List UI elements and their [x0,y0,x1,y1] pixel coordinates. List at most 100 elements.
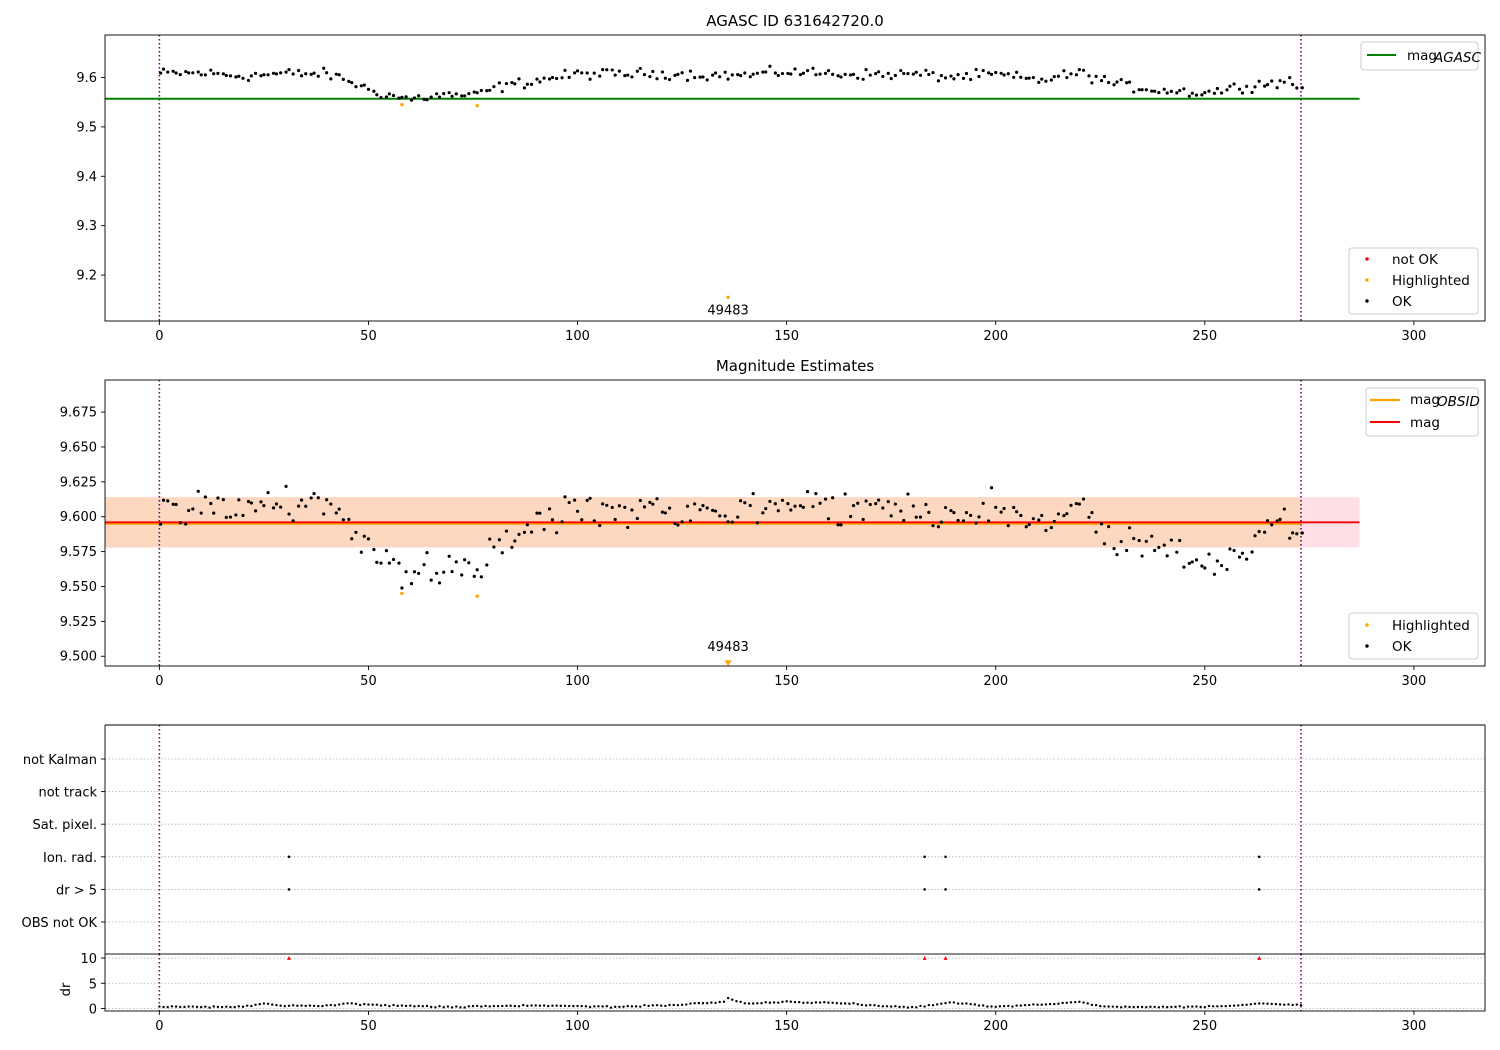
panel1-ok-point [1257,79,1261,83]
dr-panel: 0 5 10 dr 0 50 100 150 200 250 300 [59,952,1486,1034]
flag-row-label: OBS not OK [22,916,98,931]
panel2-ok-point [1107,524,1111,529]
panel1-ok-point [337,73,341,77]
panel4-xtick-label: 150 [774,1019,799,1034]
dr-point [1220,1004,1223,1008]
panel1-ok-point [299,74,304,78]
panel2-ok-point [655,497,659,501]
panel1-ok-point [525,82,529,86]
panel1-ok-point [874,72,878,76]
dr-point [793,1000,797,1004]
panel1-ok-point [1044,79,1048,83]
panel1-ok-point [826,68,831,73]
panel2-ok-point [412,570,417,574]
panel1-ok-point [1102,74,1107,79]
dr-point [446,1005,450,1008]
panel1-ok-point [981,68,985,73]
panel1-ok-point [1077,67,1081,72]
dr-point [1078,1000,1081,1004]
panel1-ok-point [178,73,182,77]
panel2-xtick-label: 0 [155,674,163,689]
panel1-ok-point [761,70,765,74]
panel2-ok-point [648,500,652,505]
dr-point [576,1004,579,1008]
panel2-ok-point [184,522,188,526]
panel1-ok-point [592,71,596,75]
flag-point [923,855,926,859]
dr-point [509,1004,512,1007]
panel1-ok-point [943,76,948,80]
panel1-ok-point [1069,72,1073,76]
dr-point [459,1006,462,1009]
panel1-ok-point [1245,84,1249,88]
panel1-ok-point [936,79,941,83]
dr-point [1178,1005,1181,1008]
dr-point [1040,1003,1043,1006]
dr-point [584,1005,588,1008]
dr-point [492,1004,496,1008]
dr-point [166,1005,169,1009]
panel2-ok-point [805,490,810,494]
panel2-ok-point [918,515,923,519]
dr-point [639,1005,642,1008]
dr-point [1048,1002,1052,1006]
panel2-xtick-label: 300 [1401,674,1426,689]
panel1-ok-point [575,69,580,73]
panel2-ok-point [1153,548,1157,553]
panel1-ok-point [542,76,546,80]
panel2-legend-mag-obsid-subscript: OBSID [1437,394,1480,410]
panel2-ok-point [517,532,521,536]
dr-point [1237,1004,1240,1007]
panel2-ok-point [409,582,414,586]
panel1-ok-point [1119,77,1123,82]
dr-point [722,1000,726,1003]
panel1-ok-point [1300,86,1304,90]
dr-clipped-marker [287,956,291,960]
panel1-ok-point [209,68,213,72]
panel1-ok-point [435,92,439,96]
panel1-ok-point [711,73,715,77]
panel1-ok-point [454,92,458,96]
dr-point [1153,1005,1156,1009]
panel2-ok-point [864,499,868,503]
dr-point [434,1006,437,1009]
panel1-ok-point [1144,88,1148,92]
panel2-ok-point [1065,512,1069,516]
panel1-ok-point [1074,73,1079,77]
dr-point [287,1004,291,1007]
panel2-ok-point [927,510,931,514]
dr-point [388,1004,391,1008]
panel1-ok-point [999,71,1003,75]
dr-point [902,1005,905,1009]
panel1-ok-point [705,78,709,82]
dr-point [768,1001,772,1004]
panel1-ytick-label: 9.4 [76,170,97,185]
panel2-ok-point [1165,554,1169,558]
dr-point [593,1005,596,1008]
panel2-ok-point [789,508,793,512]
panel1-ok-point [174,71,178,75]
dr-point [229,1005,232,1009]
dr-point [1036,1003,1039,1006]
panel1-ok-point [605,68,609,72]
panel1-ok-point [889,76,893,81]
dr-point [659,1004,663,1007]
dr-point [296,1004,299,1008]
dr-point [517,1005,521,1008]
panel1-ok-point [359,84,363,88]
dr-point [1015,1004,1018,1007]
panel2-ok-point [372,547,376,552]
panel2-legend-marker [1365,644,1369,648]
dr-point [873,1003,876,1007]
panel1-ok-point [836,74,840,78]
panel2-ok-point [1275,519,1279,523]
dr-point [450,1006,454,1009]
panel2-ok-point [899,509,903,513]
dr-point [764,1001,767,1004]
dr-ytick-label: 0 [89,1002,97,1017]
panel1-ok-point [617,69,621,73]
panel2-ok-point [325,498,329,502]
panel2-ok-point [187,508,191,513]
panel2-ok-point [964,511,969,515]
